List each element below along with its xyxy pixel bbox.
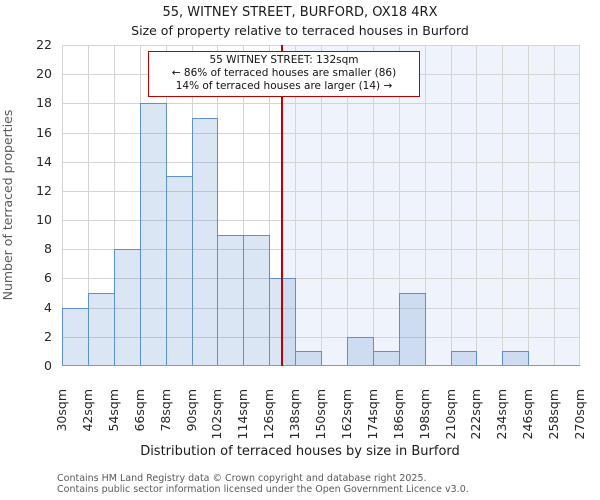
gridline-horizontal — [62, 308, 580, 309]
plot-area: 55 WITNEY STREET: 132sqm ← 86% of terrac… — [62, 45, 580, 366]
larger-region-shade — [282, 45, 580, 366]
gridline-vertical — [269, 45, 270, 366]
gridline-horizontal — [62, 278, 580, 279]
gridline-vertical — [88, 45, 89, 366]
gridline-horizontal — [62, 45, 580, 46]
property-marker-line — [281, 45, 283, 366]
y-tick-label: 16 — [36, 125, 52, 140]
gridline-vertical — [243, 45, 244, 366]
gridline-vertical — [502, 45, 503, 366]
bar-138sqm — [295, 351, 322, 366]
bar-90sqm — [192, 118, 218, 366]
bar-234sqm — [502, 351, 529, 366]
gridline-horizontal — [62, 191, 580, 192]
annotation-property-size: 55 WITNEY STREET: 132sqm — [209, 54, 359, 66]
gridline-vertical — [114, 45, 115, 366]
gridline-horizontal — [62, 103, 580, 104]
y-tick-label: 10 — [36, 212, 52, 227]
bar-162sqm — [347, 337, 374, 366]
gridline-vertical — [528, 45, 529, 366]
x-axis-line — [62, 365, 580, 366]
gridline-horizontal — [62, 220, 580, 221]
gridline-vertical — [425, 45, 426, 366]
bar-174sqm — [373, 351, 400, 366]
y-tick-label: 20 — [36, 66, 52, 81]
bar-186sqm — [399, 293, 426, 366]
gridline-vertical — [373, 45, 374, 366]
gridline-vertical — [554, 45, 555, 366]
gridline-vertical — [295, 45, 296, 366]
gridline-horizontal — [62, 162, 580, 163]
annotation-box: 55 WITNEY STREET: 132sqm ← 86% of terrac… — [148, 51, 420, 97]
gridline-vertical — [399, 45, 400, 366]
annotation-smaller-stat: ← 86% of terraced houses are smaller (86… — [171, 67, 397, 79]
bar-30sqm — [62, 308, 89, 366]
footer-line-1: Contains HM Land Registry data © Crown c… — [57, 473, 427, 484]
y-tick-label: 12 — [36, 183, 52, 198]
y-tick-label: 6 — [44, 270, 52, 285]
bar-78sqm — [166, 176, 193, 366]
chart-title: 55, WITNEY STREET, BURFORD, OX18 4RX — [162, 5, 438, 20]
y-tick-label: 14 — [36, 154, 52, 169]
bar-102sqm — [217, 235, 244, 366]
y-tick-label: 2 — [44, 329, 52, 344]
y-tick-label: 0 — [44, 358, 52, 373]
gridline-horizontal — [62, 133, 580, 134]
y-tick-label: 8 — [44, 241, 52, 256]
footer-line-2: Contains public sector information licen… — [57, 484, 469, 495]
gridline-vertical — [451, 45, 452, 366]
gridline-vertical — [476, 45, 477, 366]
x-axis-title: Distribution of terraced houses by size … — [140, 444, 460, 459]
gridline-vertical — [321, 45, 322, 366]
y-tick-label: 18 — [36, 95, 52, 110]
bar-210sqm — [451, 351, 477, 366]
chart-subtitle: Size of property relative to terraced ho… — [131, 23, 469, 38]
footer: Contains HM Land Registry data © Crown c… — [57, 473, 469, 495]
bar-42sqm — [88, 293, 115, 366]
y-tick-label: 4 — [44, 300, 52, 315]
y-tick-label: 22 — [36, 37, 52, 52]
bar-54sqm — [114, 249, 141, 366]
gridline-vertical — [579, 45, 580, 366]
gridline-horizontal — [62, 337, 580, 338]
bar-66sqm — [140, 103, 167, 366]
bar-114sqm — [243, 235, 270, 366]
annotation-larger-stat: 14% of terraced houses are larger (14) → — [175, 80, 393, 92]
gridline-vertical — [347, 45, 348, 366]
gridline-horizontal — [62, 249, 580, 250]
gridline-vertical — [62, 45, 63, 366]
